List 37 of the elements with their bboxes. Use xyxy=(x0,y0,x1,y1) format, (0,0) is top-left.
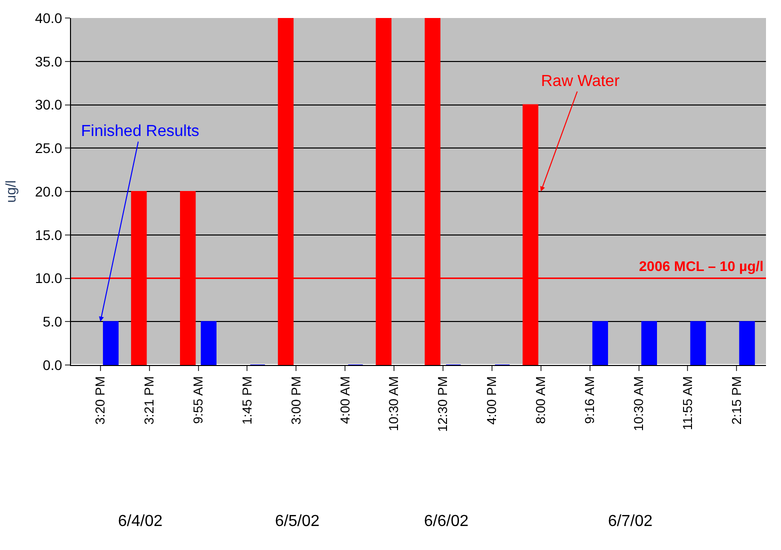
y-tick-label: 15.0 xyxy=(34,226,62,243)
bar xyxy=(102,321,119,365)
x-tick-label: 9:16 AM xyxy=(582,376,598,424)
x-tick-label: 1:45 PM xyxy=(239,376,254,425)
x-tick-label: 3:20 PM xyxy=(92,376,108,425)
bar xyxy=(739,321,755,365)
x-tick-label: 9:55 AM xyxy=(190,376,206,424)
x-tick-label: 4:00 PM xyxy=(484,376,500,425)
bar xyxy=(641,321,657,365)
y-tick-label: 35.0 xyxy=(34,53,62,70)
bar xyxy=(200,321,216,365)
bar xyxy=(592,321,608,365)
ref-line-label: 2006 MCL – 10 µg/l xyxy=(639,258,764,274)
annotation: Raw Water xyxy=(541,73,620,90)
x-tick-label: 3:21 PM xyxy=(142,376,157,425)
x-tick-label: 11:55 AM xyxy=(680,376,695,430)
y-tick-label: 40.0 xyxy=(34,10,62,26)
annotation: Finished Results xyxy=(81,123,200,140)
y-tick-label: 10.0 xyxy=(34,270,62,286)
y-tick-label: 5.0 xyxy=(42,314,62,330)
x-tick-label: 2:15 PM xyxy=(728,376,744,425)
x-tick-label: 10:30 AM xyxy=(630,376,646,432)
x-tick-label: 12:30 PM xyxy=(435,376,450,432)
y-tick-label: 0.0 xyxy=(42,356,62,373)
x-tick-label: 10:30 AM xyxy=(386,376,402,432)
x-tick-label: 4:00 AM xyxy=(337,376,352,424)
text: 6/7/02 xyxy=(608,513,653,530)
y-tick-label: 20.0 xyxy=(34,183,62,200)
text: 6/6/02 xyxy=(424,513,469,530)
text: 6/5/02 xyxy=(275,513,320,530)
bar xyxy=(690,321,706,365)
y-axis-title: ug/l xyxy=(2,180,19,203)
x-tick-label: 8:00 AM xyxy=(533,376,548,424)
x-tick-label: 3:00 PM xyxy=(288,376,304,425)
y-tick-label: 30.0 xyxy=(34,96,62,113)
y-tick-label: 25.0 xyxy=(34,140,62,156)
text: 6/4/02 xyxy=(118,513,163,530)
